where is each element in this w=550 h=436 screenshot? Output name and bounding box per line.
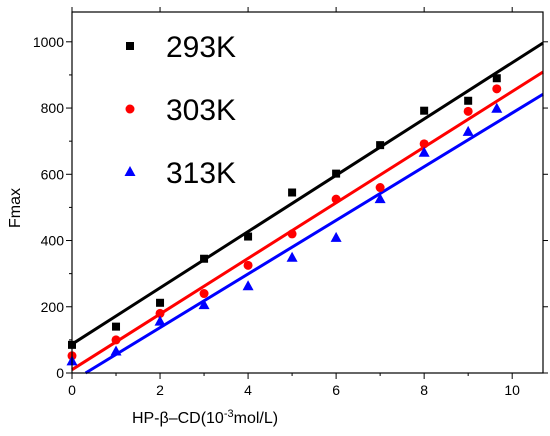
data-point-303K (111, 335, 121, 345)
fit-line-293K (71, 41, 544, 346)
fit-lines (71, 41, 544, 375)
legend-marker-313K (124, 166, 136, 176)
data-point-303K (243, 260, 253, 270)
data-point-293K (244, 232, 253, 241)
data-point-303K (199, 289, 209, 299)
data-point-293K (420, 106, 429, 115)
x-tick-label: 6 (332, 382, 340, 398)
x-tick-label: 4 (244, 382, 252, 398)
data-point-313K (374, 193, 386, 204)
x-tick-label: 0 (68, 382, 76, 398)
y-tick-label: 1000 (33, 34, 64, 50)
data-point-293K (376, 141, 385, 150)
data-point-313K (286, 251, 298, 262)
data-point-293K (288, 188, 297, 197)
y-tick-label: 600 (41, 166, 65, 182)
legend-marker-293K (126, 42, 134, 50)
y-tick-label: 800 (41, 100, 65, 116)
data-points (66, 74, 503, 366)
data-point-293K (332, 169, 341, 178)
fit-line-303K (71, 70, 544, 371)
data-point-313K (242, 280, 254, 291)
fit-line-313K (84, 92, 544, 375)
legend-label-313K: 313K (166, 157, 236, 190)
data-point-303K (375, 183, 385, 193)
y-tick-label: 0 (56, 365, 64, 381)
data-point-313K (330, 231, 342, 242)
axes: 0 2 4 6 8 10 0 200 400 600 800 1000 (33, 7, 548, 398)
legend-label-293K: 293K (166, 31, 236, 64)
y-tick-label: 200 (41, 299, 65, 315)
x-tick-label: 10 (504, 382, 520, 398)
data-point-293K (464, 96, 473, 105)
legend: 293K 303K 313K (124, 31, 236, 190)
y-tick-label: 400 (41, 233, 65, 249)
data-point-293K (492, 74, 501, 83)
data-point-303K (331, 194, 341, 204)
data-point-313K (462, 125, 474, 136)
data-point-313K (198, 299, 210, 310)
data-point-303K (419, 139, 429, 149)
data-point-303K (463, 106, 473, 116)
data-point-293K (156, 298, 165, 307)
legend-label-303K: 303K (166, 94, 236, 127)
y-axis-title: Fmax (7, 188, 24, 228)
legend-marker-303K (125, 104, 135, 114)
data-point-293K (112, 322, 121, 331)
x-axis-title: HP-β–CD(10-3mol/L) (132, 408, 278, 427)
data-point-313K (418, 146, 430, 157)
x-tick-label: 2 (156, 382, 164, 398)
data-point-313K (110, 345, 122, 356)
data-point-313K (491, 102, 503, 113)
data-point-313K (154, 315, 166, 326)
x-tick-label: 8 (420, 382, 428, 398)
data-point-303K (492, 84, 502, 94)
data-point-293K (200, 254, 209, 263)
data-point-303K (287, 229, 297, 239)
data-point-303K (155, 308, 165, 318)
plot-frame (71, 11, 544, 374)
